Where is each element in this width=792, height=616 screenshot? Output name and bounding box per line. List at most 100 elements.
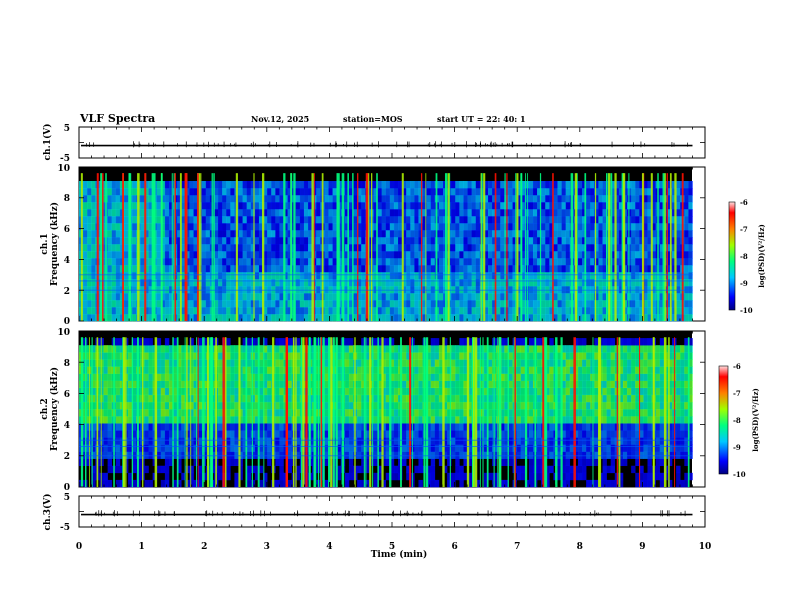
spectrogram-cell [316, 293, 320, 300]
spectrogram-cell [226, 293, 230, 300]
spectrogram-cell [234, 423, 238, 430]
spectrogram-cell [304, 251, 308, 258]
spectrogram-cell [279, 452, 283, 459]
spectrogram-cell [402, 437, 406, 444]
spectrogram-cell [324, 265, 328, 272]
spectrogram-cell [488, 202, 492, 209]
spectrogram-cell [455, 314, 459, 321]
ch1-ytick-6: 6 [64, 225, 70, 235]
spectrogram-cell [222, 314, 226, 321]
spectrogram-cell [529, 195, 533, 202]
spectrogram-cell [333, 307, 337, 314]
spectrogram-cell [472, 181, 476, 188]
spectrogram-cell [451, 265, 455, 272]
spectrogram-cell [635, 307, 639, 314]
spectrogram-cell [275, 452, 279, 459]
spectrogram-cell [87, 258, 91, 265]
spectrogram-cell [279, 216, 283, 223]
spectrogram-cell [635, 300, 639, 307]
spectrogram-cell [496, 314, 500, 321]
spectrogram-streak [606, 173, 607, 321]
spectrogram-cell [161, 423, 165, 430]
spectrogram-cell [361, 244, 365, 251]
spectrogram-cell [566, 286, 570, 293]
spectrogram-cell [558, 286, 562, 293]
spectrogram-cell [288, 452, 292, 459]
spectrogram-cell [296, 195, 300, 202]
spectrogram-cell [455, 251, 459, 258]
spectrogram-cell [239, 181, 243, 188]
spectrogram-streak [153, 173, 155, 321]
spectrogram-cell [202, 230, 206, 237]
spectrogram-cell [87, 237, 91, 244]
spectrogram-cell [296, 188, 300, 195]
spectrogram-cell [562, 293, 566, 300]
spectrogram-cell [108, 300, 112, 307]
spectrogram-cell [206, 300, 210, 307]
spectrogram-cell [553, 279, 557, 286]
spectrogram-cell [267, 366, 271, 373]
spectrogram-cell [304, 293, 308, 300]
spectrogram-cell [108, 416, 112, 423]
spectrogram-cell [300, 223, 304, 230]
spectrogram-cell [463, 181, 467, 188]
spectrogram-cell [144, 416, 148, 423]
spectrogram-cell [545, 195, 549, 202]
spectrogram-cell [635, 209, 639, 216]
spectrogram-cell [635, 216, 639, 223]
spectrogram-cell [239, 195, 243, 202]
spectrogram-cell [218, 300, 222, 307]
spectrogram-cell [676, 279, 680, 286]
spectrogram-cell [459, 286, 463, 293]
spectrogram-cell [316, 181, 320, 188]
spectrogram-cell [676, 258, 680, 265]
spectrogram-cell [194, 430, 198, 437]
spectrogram-cell [513, 244, 517, 251]
spectrogram-streak [402, 173, 404, 321]
spectrogram-cell [300, 272, 304, 279]
spectrogram-cell [218, 202, 222, 209]
spectrogram-cell [189, 374, 193, 381]
spectrogram-cell [91, 244, 95, 251]
spectrogram-cell [275, 300, 279, 307]
spectrogram-cell [112, 307, 116, 314]
spectrogram-cell [598, 216, 602, 223]
spectrogram-cell [349, 423, 353, 430]
spectrogram-cell [345, 416, 349, 423]
spectrogram-cell [116, 293, 120, 300]
spectrogram-cell [598, 251, 602, 258]
spectrogram-cell [324, 307, 328, 314]
spectrogram-cell [496, 286, 500, 293]
spectrogram-cell [529, 293, 533, 300]
spectrogram-cell [149, 416, 153, 423]
spectrogram-cell [279, 188, 283, 195]
ch1-ylabel: ch.1(V) [42, 124, 53, 161]
spectrogram-cell [87, 223, 91, 230]
spectrogram-cell [463, 286, 467, 293]
spectrogram-streak [623, 173, 625, 321]
spectrogram-cell [390, 265, 394, 272]
spectrogram-cell [402, 452, 406, 459]
spectrogram-cell [234, 452, 238, 459]
spectrogram-cell [431, 181, 435, 188]
spectrogram-cell [361, 237, 365, 244]
spectrogram-cell [99, 409, 103, 416]
spectrogram-cell [468, 293, 472, 300]
spectrogram-cell [157, 338, 161, 345]
spectrogram-cell [157, 286, 161, 293]
spectrogram-cell [124, 209, 128, 216]
spectrogram-cell [157, 388, 161, 395]
spectrogram-cell [104, 402, 108, 409]
spectrogram-cell [300, 230, 304, 237]
spectrogram-cell [500, 202, 504, 209]
spectrogram-cell [247, 258, 251, 265]
spectrogram-cell [218, 237, 222, 244]
spectrogram-cell [222, 188, 226, 195]
spectrogram-cell [631, 279, 635, 286]
spectrogram-cell [541, 195, 545, 202]
spectrogram-cell [247, 416, 251, 423]
spectrogram-cell [333, 202, 337, 209]
spectrogram-cell [243, 272, 247, 279]
spectrogram-streak [421, 173, 422, 321]
spectrogram-streak [506, 173, 507, 321]
